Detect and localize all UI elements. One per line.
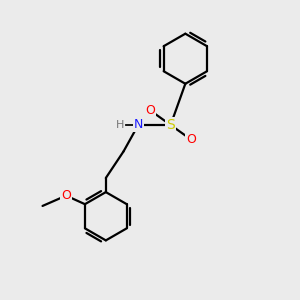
Text: S: S — [166, 118, 175, 132]
Text: O: O — [61, 189, 71, 202]
Text: H: H — [116, 120, 125, 130]
Text: O: O — [145, 104, 155, 117]
Text: O: O — [186, 133, 196, 146]
Text: N: N — [134, 118, 143, 131]
